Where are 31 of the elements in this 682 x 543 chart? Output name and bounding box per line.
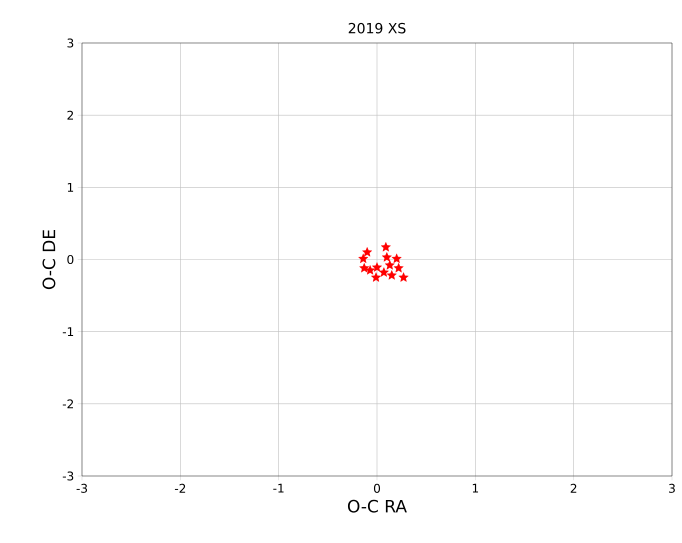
y-tick-label: 3 xyxy=(67,38,74,48)
x-tick-label: 1 xyxy=(472,484,478,493)
y-tick-label: 0 xyxy=(67,254,74,264)
x-axis-title: O-C RA xyxy=(348,500,407,513)
x-tick-label: 0 xyxy=(374,484,380,493)
point xyxy=(380,242,391,252)
x-tick-label: 3 xyxy=(669,484,675,493)
y-tick-label: 2 xyxy=(67,110,73,120)
point xyxy=(365,265,376,275)
y-tick-label: -1 xyxy=(62,327,74,336)
x-tick-label: -1 xyxy=(273,484,284,493)
point xyxy=(398,272,409,282)
point xyxy=(394,262,404,272)
point xyxy=(358,254,368,264)
point xyxy=(378,267,389,277)
point xyxy=(359,262,370,272)
y-tick-label: -2 xyxy=(62,399,73,408)
point xyxy=(362,247,372,257)
x-tick-label: 2 xyxy=(570,484,576,493)
point xyxy=(384,260,395,270)
y-tick-label: -3 xyxy=(62,471,74,481)
point xyxy=(371,272,381,282)
point xyxy=(386,270,397,280)
point xyxy=(392,254,402,264)
point xyxy=(382,252,392,262)
y-tick-label: 1 xyxy=(68,182,74,192)
chart-title: 2019 XS xyxy=(348,22,406,34)
y-axis-title: O-C DE xyxy=(42,230,56,290)
x-tick-label: -3 xyxy=(76,484,88,493)
point xyxy=(372,262,382,272)
x-tick-label: -2 xyxy=(174,484,186,493)
